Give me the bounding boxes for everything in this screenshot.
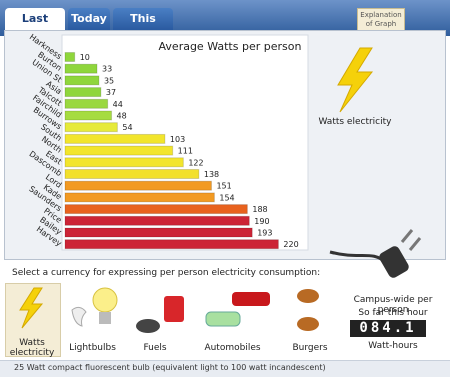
chart: Average Watts per person Watts electrici… [27, 32, 422, 278]
bar [64, 227, 253, 238]
currency-prompt: Select a currency for expressing per per… [12, 268, 321, 278]
bar [64, 133, 166, 144]
unit-label: Watts electricity [318, 117, 392, 127]
currency-label[interactable]: Burgers [292, 343, 328, 353]
campus-line: So far this hour [358, 308, 428, 318]
plug-icon [329, 229, 422, 278]
bar [64, 239, 279, 250]
bar [64, 110, 113, 121]
cfl-icon [71, 306, 87, 327]
lightning-icon [337, 47, 374, 113]
value-label: 103 [170, 135, 185, 144]
bar [64, 145, 174, 156]
currency-label[interactable]: Watts electricity [9, 338, 55, 358]
footer-bar [0, 360, 450, 377]
bar [64, 215, 250, 226]
value-label: 35 [104, 76, 114, 85]
value-label: 188 [252, 205, 267, 214]
bar [64, 180, 212, 191]
value-label: 10 [80, 53, 90, 62]
bar [64, 52, 76, 62]
truck-icon [232, 292, 270, 306]
lightning-icon [19, 287, 44, 329]
bar [64, 204, 248, 215]
bar [64, 63, 98, 74]
value-label: 151 [216, 182, 231, 191]
value-label: 37 [106, 88, 116, 97]
bar [64, 87, 102, 98]
value-label: 33 [102, 65, 112, 74]
bar [64, 169, 200, 179]
value-label: 122 [188, 158, 203, 167]
currency-label[interactable]: Automobiles [204, 343, 261, 353]
footer-text: 25 Watt compact fluorescent bulb (equiva… [14, 363, 326, 372]
car-icon [205, 311, 241, 327]
value-label: 193 [257, 229, 272, 238]
unit-label-text: Watts electricity [318, 117, 392, 127]
value-label: 111 [178, 147, 193, 156]
bar [64, 75, 100, 86]
counter: 084.1 [350, 320, 426, 337]
currency-label[interactable]: Lightbulbs [69, 343, 116, 353]
chart-title: Average Watts per person [159, 40, 302, 53]
bulb-icon [92, 287, 118, 313]
bar [64, 157, 184, 168]
burger-icon [297, 317, 319, 331]
value-label: 220 [283, 240, 298, 249]
counter-unit: Watt-hours [368, 341, 418, 351]
currency-icons [19, 287, 319, 333]
value-label: 54 [122, 123, 132, 132]
campus-line: Campus-wide per person [353, 295, 433, 315]
value-label: 154 [219, 193, 234, 202]
burger-icon [297, 289, 319, 303]
bar [64, 192, 215, 203]
bulb-base [99, 312, 111, 324]
tab[interactable]: Today [68, 8, 110, 30]
value-label: 190 [254, 217, 269, 226]
gas-can-icon [164, 296, 184, 322]
bar [64, 122, 118, 133]
value-label: 44 [113, 100, 123, 109]
value-label: 138 [204, 170, 219, 179]
coal-icon [136, 319, 160, 333]
bar [64, 98, 109, 109]
selected-currency[interactable] [5, 283, 61, 357]
currency-label[interactable]: Fuels [143, 343, 167, 353]
value-label: 48 [117, 112, 127, 121]
